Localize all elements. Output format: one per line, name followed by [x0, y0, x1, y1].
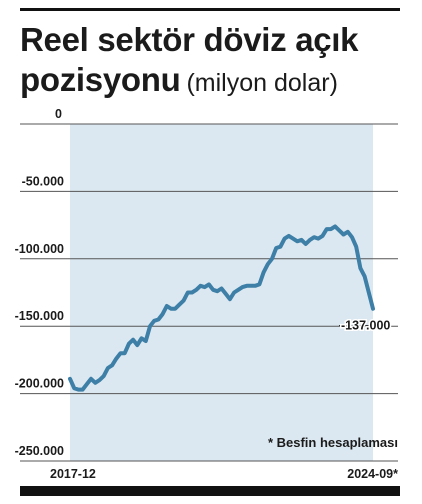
y-tick-label: 0: [55, 107, 62, 121]
title-line-2: pozisyonu (milyon dolar): [20, 60, 400, 103]
y-tick-label: -50.000: [22, 174, 64, 188]
series-line: [68, 224, 375, 392]
title-unit: (milyon dolar): [186, 69, 338, 97]
y-tick-label: -250.000: [15, 444, 64, 458]
bottom-rule: [20, 486, 400, 496]
footnote: * Besfin hesaplaması: [268, 435, 398, 450]
gridline-layer: [20, 123, 398, 462]
top-rule: [20, 8, 400, 11]
title-line-1: Reel sektör döviz açık: [20, 21, 359, 58]
y-tick-label: -200.000: [15, 377, 64, 391]
end-value-label: -137.000: [341, 319, 390, 333]
chart-title: Reel sektör döviz açık pozisyonu (milyon …: [20, 20, 400, 103]
x-tick-label: 2024-09*: [347, 467, 398, 481]
shaded-period-band: [70, 124, 373, 461]
y-tick-label: -150.000: [15, 309, 64, 323]
label-layer: 0 -50.000 -100.000 -150.000 -200.000 -250.000…: [15, 107, 398, 481]
series-line-layer: [68, 224, 375, 392]
x-tick-label: 2017-12: [50, 467, 96, 481]
title-main: pozisyonu: [20, 61, 181, 98]
shaded-area-layer: [70, 124, 373, 461]
y-tick-label: -100.000: [15, 242, 64, 256]
